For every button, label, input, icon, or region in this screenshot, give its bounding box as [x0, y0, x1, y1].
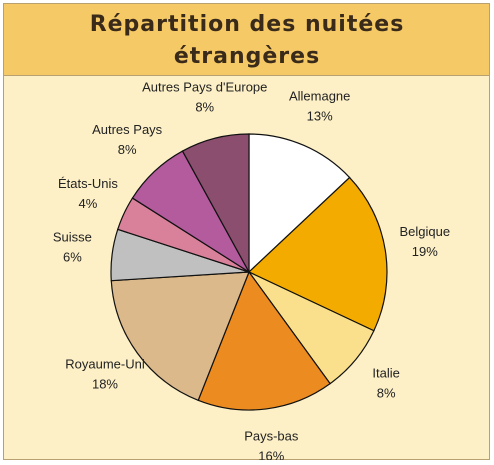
- category-label: Royaume-Uni: [65, 357, 145, 372]
- category-label: Belgique: [400, 224, 451, 239]
- slice-label: Autres Pays 8%: [92, 122, 163, 157]
- slice-label: Allemagne 13%: [289, 89, 350, 124]
- slice-label: Italie 8%: [372, 365, 399, 400]
- value-label: 8%: [195, 100, 214, 115]
- category-label: Pays-bas: [244, 429, 299, 444]
- category-label: Allemagne: [289, 89, 350, 104]
- slice-label: Suisse 6%: [53, 230, 92, 265]
- value-label: 6%: [63, 250, 82, 265]
- slice-label: États-Unis 4%: [58, 176, 118, 211]
- value-label: 8%: [377, 385, 396, 400]
- value-label: 4%: [79, 196, 98, 211]
- value-label: 13%: [307, 109, 333, 124]
- slice-label: Autres Pays d'Europe 8%: [142, 80, 267, 115]
- category-label: Autres Pays d'Europe: [142, 80, 267, 95]
- pie-slice: [247, 176, 388, 332]
- slice-label: Belgique 19%: [400, 224, 451, 259]
- slice-label: Royaume-Uni 18%: [65, 357, 145, 392]
- chart-title: Répartition des nuitées étrangères: [90, 12, 405, 69]
- value-label: 19%: [412, 244, 438, 259]
- category-label: Italie: [372, 365, 399, 380]
- pie-slice: [197, 270, 331, 411]
- value-label: 18%: [92, 377, 118, 392]
- value-label: 16%: [258, 449, 284, 460]
- pie-slice: [248, 133, 351, 274]
- pie-slice: [181, 133, 250, 273]
- category-label: Suisse: [53, 230, 92, 245]
- value-label: 8%: [118, 142, 137, 157]
- title-band: [3, 3, 490, 76]
- pie-slice: [110, 271, 250, 402]
- category-label: États-Unis: [58, 176, 118, 191]
- category-label: Autres Pays: [92, 122, 163, 137]
